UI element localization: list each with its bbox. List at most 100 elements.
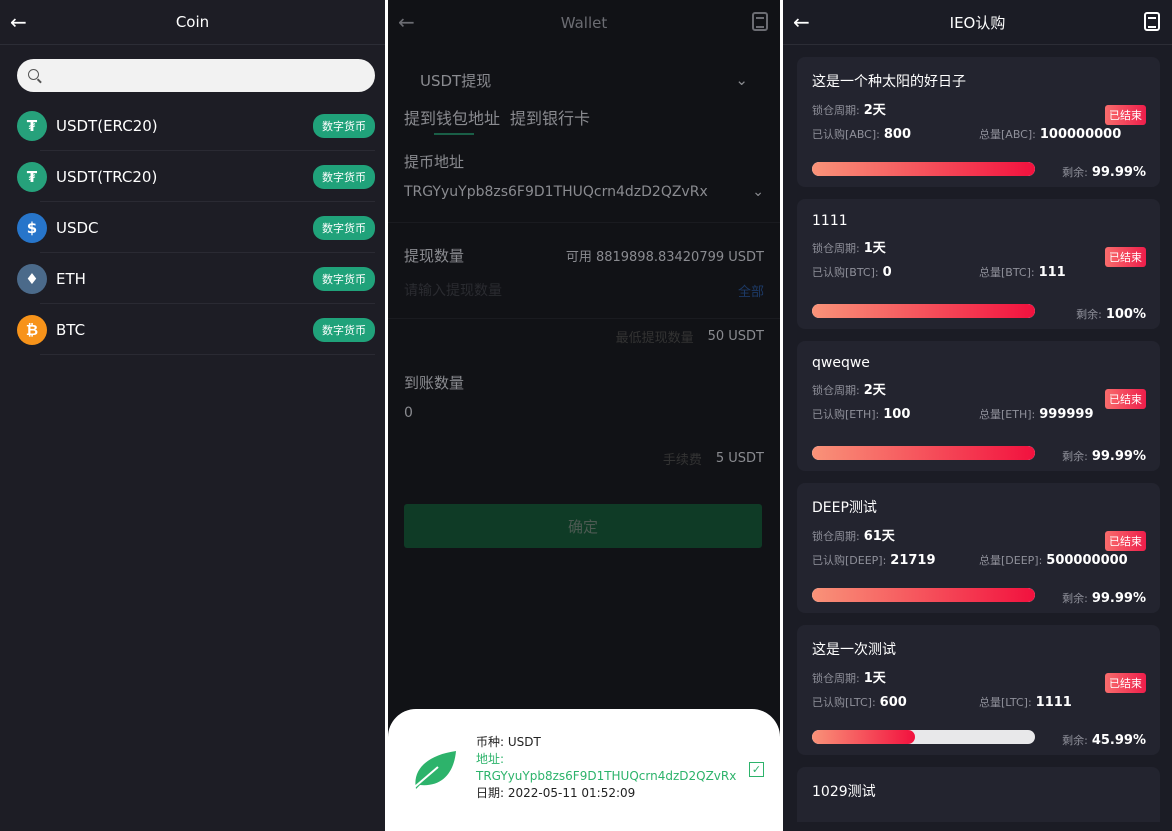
status-badge: 已结束 [1105,389,1146,409]
coin-screen: ← Coin ₮ USDT(ERC20) 数字货币 ₮ USDT(TRC20) … [0,0,385,831]
confirm-button[interactable]: 确定 [404,504,762,548]
ieo-card[interactable]: 这是一次测试 锁仓周期: 1天 已结束 已认购[LTC]: 600 总量[LTC]: 11… [797,625,1160,755]
remaining: 剩余: 99.99% [1062,591,1146,606]
amount-label: 提现数量 [404,247,465,265]
coin-name: USDT(TRC20) [56,167,158,186]
min-label: 最低提现数量 [615,331,694,346]
usdc-icon: $ [17,212,47,243]
coin-name: USDT(ERC20) [56,116,158,135]
remaining: 剩余: 100% [1076,307,1146,322]
total: 总量[LTC]: 1111 [979,695,1072,710]
ieo-card[interactable]: DEEP测试锁仓周期: 61天 已结束 已认购[DEEP]: 21719 总量[DEE… [797,483,1160,613]
ieo-list: 这是一个种太阳的好日子 锁仓周期: 2天 已结束 已认购[ABC]: 800 总量[AB… [783,57,1172,822]
subscribed: 已认购[LTC]: 600 [812,695,907,710]
available-balance: 可用 8819898.83420799 USDT [565,250,764,265]
page-title: IEO认购 [949,13,1006,32]
tether-icon: ₮ [17,110,47,141]
status-badge: 已结束 [1105,531,1146,551]
ieo-card[interactable]: qweqwe 锁仓周期: 2天 已结束 已认购[ETH]: 100 总量[ETH]: 99… [797,341,1160,471]
lock-period: 锁仓周期: 1天 [812,671,886,686]
remaining: 剩余: 99.99% [1062,449,1146,464]
address-field[interactable]: TRGYyuYpb8zs6F9D1THUQcrn4dzD2QZvRx ⌄ [388,184,780,223]
popup-date: 日期: 2022-05-11 01:52:09 [476,786,636,800]
coin-type-badge: 数字货币 [313,317,375,342]
coin-item[interactable]: ₮ USDT(TRC20) 数字货币 [0,151,385,202]
total: 总量[BTC]: 111 [979,265,1066,280]
popup-address-label: 地址: [476,752,505,766]
tab-bank-card[interactable]: 提到银行卡 [510,109,591,128]
total: 总量[DEEP]: 500000000 [979,553,1128,568]
coin-type-badge: 数字货币 [313,164,375,189]
chevron-down-icon: ⌄ [735,71,748,89]
received-value: 0 [404,405,413,421]
ieo-screen: ← IEO认购 这是一个种太阳的好日子 锁仓周期: 2天 已结束 已认购[ABC]:… [783,0,1172,831]
total: 总量[ETH]: 999999 [979,407,1094,422]
status-badge: 已结束 [1105,247,1146,267]
search-icon [28,69,39,80]
progress-fill [812,304,1035,318]
records-icon[interactable] [1144,12,1160,31]
all-button[interactable]: 全部 [737,284,764,300]
subscribed: 已认购[BTC]: 0 [812,265,892,280]
address-value: TRGYyuYpb8zs6F9D1THUQcrn4dzD2QZvRx [404,184,708,200]
header: ← Wallet [388,0,780,45]
currency-select[interactable]: USDT提现 ⌄ [404,55,764,105]
lock-period: 锁仓周期: 2天 [812,383,886,398]
remaining: 剩余: 99.99% [1062,165,1146,180]
popup-address: TRGYyuYpb8zs6F9D1THUQcrn4dzD2QZvRx [476,769,737,783]
wallet-screen: ← Wallet USDT提现 ⌄ 提到钱包地址 提到银行卡 提币地址 TRGYy… [388,0,780,831]
lock-period: 锁仓周期: 1天 [812,241,886,256]
total: 总量[ABC]: 100000000 [979,127,1122,142]
ieo-card[interactable]: 1111 锁仓周期: 1天 已结束 已认购[BTC]: 0 总量[BTC]: 111 剩余… [797,199,1160,329]
fee-value: 5 USDT [715,451,764,466]
ethereum-icon: ♦ [17,263,47,294]
subscribed: 已认购[DEEP]: 21719 [812,553,936,568]
fee-label: 手续费 [662,453,702,468]
leaf-icon [409,751,456,791]
min-value: 50 USDT [707,329,764,344]
coin-list: ₮ USDT(ERC20) 数字货币 ₮ USDT(TRC20) 数字货币 $ … [0,100,385,355]
progress-bar [812,588,1035,602]
coin-item[interactable]: $ USDC 数字货币 [0,202,385,253]
checkbox-checked-icon[interactable]: ✓ [749,762,764,777]
subscribed: 已认购[ABC]: 800 [812,127,911,142]
coin-name: USDC [56,218,99,237]
ieo-title: DEEP测试 [812,500,877,516]
received-label: 到账数量 [404,374,465,392]
back-arrow-icon[interactable]: ← [793,10,810,34]
subscribed: 已认购[ETH]: 100 [812,407,911,422]
lock-period: 锁仓周期: 61天 [812,529,895,544]
tab-wallet-address[interactable]: 提到钱包地址 [404,105,500,135]
coin-item[interactable]: ₮ USDT(ERC20) 数字货币 [0,100,385,151]
coin-item[interactable]: ♦ ETH 数字货币 [0,253,385,304]
tether-icon: ₮ [17,161,47,192]
remaining: 剩余: 45.99% [1062,733,1146,748]
amount-input[interactable]: 请输入提现数量 全部 [388,280,780,319]
tabs: 提到钱包地址 提到银行卡 [388,105,780,135]
back-arrow-icon[interactable]: ← [398,10,415,34]
ieo-title: 1111 [812,213,848,229]
progress-bar [812,304,1035,318]
coin-type-badge: 数字货币 [313,266,375,291]
coin-type-badge: 数字货币 [313,113,375,138]
progress-fill [812,730,915,744]
amount-row: 提现数量 可用 8819898.83420799 USDT [388,245,780,266]
coin-item[interactable]: ₿ BTC 数字货币 [0,304,385,355]
ieo-title: 这是一个种太阳的好日子 [812,74,966,90]
status-badge: 已结束 [1105,673,1146,693]
lock-period: 锁仓周期: 2天 [812,103,886,118]
ieo-card[interactable]: 这是一个种太阳的好日子 锁仓周期: 2天 已结束 已认购[ABC]: 800 总量[AB… [797,57,1160,187]
progress-fill [812,588,1035,602]
search-input[interactable] [17,59,375,92]
progress-fill [812,446,1035,460]
ieo-title: 这是一次测试 [812,642,896,658]
popup-currency: 币种: USDT [476,735,541,749]
ieo-title: qweqwe [812,355,870,371]
currency-select-value: USDT提现 [420,71,492,90]
back-arrow-icon[interactable]: ← [10,10,27,34]
ieo-card[interactable]: 1029测试 [797,767,1160,822]
chevron-down-icon: ⌄ [752,184,764,200]
address-popup: 币种: USDT 地址: TRGYyuYpb8zs6F9D1THUQcrn4dz… [388,709,780,831]
coin-name: BTC [56,320,86,339]
records-icon[interactable] [752,12,768,31]
